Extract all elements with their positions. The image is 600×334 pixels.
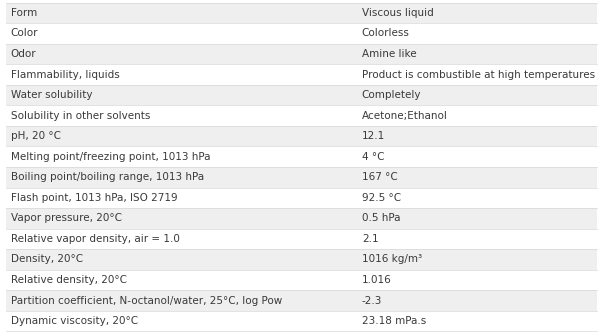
Bar (6, 270, 597, 290)
Bar (6, 290, 597, 311)
Text: Relative density, 20°C: Relative density, 20°C (11, 275, 127, 285)
Text: Boiling point/boiling range, 1013 hPa: Boiling point/boiling range, 1013 hPa (11, 172, 204, 182)
Bar (6, 3, 597, 23)
Bar (6, 44, 597, 64)
Text: Water solubility: Water solubility (11, 90, 92, 100)
Text: Partition coefficient, N-octanol/water, 25°C, log Pow: Partition coefficient, N-octanol/water, … (11, 296, 282, 306)
Bar (6, 228, 597, 249)
Bar (6, 23, 597, 44)
Text: -2.3: -2.3 (362, 296, 382, 306)
Bar (6, 106, 597, 126)
Text: 1016 kg/m³: 1016 kg/m³ (362, 255, 422, 265)
Text: Color: Color (11, 28, 38, 38)
Bar (6, 64, 597, 85)
Text: Product is combustible at high temperatures: Product is combustible at high temperatu… (362, 69, 595, 79)
Text: 0.5 hPa: 0.5 hPa (362, 213, 400, 223)
Text: Relative vapor density, air = 1.0: Relative vapor density, air = 1.0 (11, 234, 179, 244)
Text: 23.18 mPa.s: 23.18 mPa.s (362, 316, 426, 326)
Text: Viscous liquid: Viscous liquid (362, 8, 434, 18)
Text: Flash point, 1013 hPa, ISO 2719: Flash point, 1013 hPa, ISO 2719 (11, 193, 178, 203)
Bar (6, 85, 597, 106)
Text: Amine like: Amine like (362, 49, 416, 59)
Bar (6, 146, 597, 167)
Bar (6, 311, 597, 331)
Text: Flammability, liquids: Flammability, liquids (11, 69, 119, 79)
Text: 1.016: 1.016 (362, 275, 392, 285)
Text: Dynamic viscosity, 20°C: Dynamic viscosity, 20°C (11, 316, 138, 326)
Text: Completely: Completely (362, 90, 421, 100)
Text: Form: Form (11, 8, 37, 18)
Text: Vapor pressure, 20°C: Vapor pressure, 20°C (11, 213, 122, 223)
Text: pH, 20 °C: pH, 20 °C (11, 131, 61, 141)
Text: 2.1: 2.1 (362, 234, 379, 244)
Bar (6, 126, 597, 146)
Text: 167 °C: 167 °C (362, 172, 398, 182)
Bar (6, 249, 597, 270)
Text: Odor: Odor (11, 49, 37, 59)
Text: Melting point/freezing point, 1013 hPa: Melting point/freezing point, 1013 hPa (11, 152, 211, 162)
Bar (6, 187, 597, 208)
Bar (6, 167, 597, 187)
Text: 92.5 °C: 92.5 °C (362, 193, 401, 203)
Text: 12.1: 12.1 (362, 131, 385, 141)
Text: Acetone;Ethanol: Acetone;Ethanol (362, 111, 448, 121)
Bar (6, 208, 597, 228)
Text: 4 °C: 4 °C (362, 152, 385, 162)
Text: Colorless: Colorless (362, 28, 410, 38)
Text: Density, 20°C: Density, 20°C (11, 255, 83, 265)
Text: Solubility in other solvents: Solubility in other solvents (11, 111, 150, 121)
